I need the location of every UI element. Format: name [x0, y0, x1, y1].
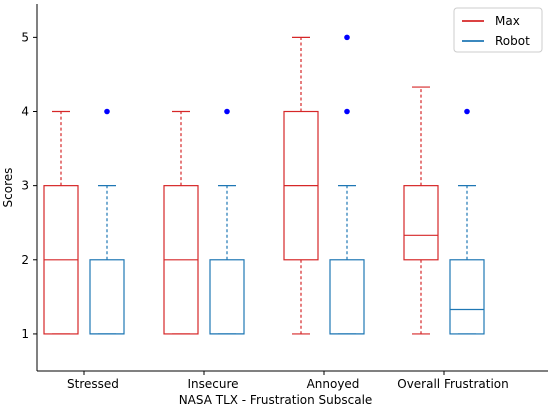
box-robot — [209, 259, 245, 335]
y-tick-label: 5 — [21, 30, 29, 44]
box-robot — [449, 259, 485, 335]
x-axis-label: NASA TLX - Frustration Subscale — [179, 393, 373, 407]
outlier-point — [344, 34, 350, 41]
legend-label: Robot — [495, 34, 530, 48]
box-max — [403, 185, 439, 261]
outlier-point — [464, 108, 470, 115]
x-tick-label: Stressed — [67, 377, 119, 391]
y-tick-label: 4 — [21, 105, 29, 119]
x-tick-label: Annoyed — [307, 377, 360, 391]
y-tick-label: 3 — [21, 179, 29, 193]
legend-label: Max — [495, 14, 520, 28]
box-robot — [89, 259, 125, 335]
outlier-point — [344, 108, 350, 115]
y-axis-label: Scores — [1, 168, 15, 208]
x-tick-label: Insecure — [187, 377, 238, 391]
outlier-point — [224, 108, 230, 115]
box-robot — [329, 259, 365, 335]
x-tick-label: Overall Frustration — [397, 377, 509, 391]
outlier-point — [104, 108, 110, 115]
y-tick-label: 1 — [21, 327, 29, 341]
y-tick-label: 2 — [21, 253, 29, 267]
